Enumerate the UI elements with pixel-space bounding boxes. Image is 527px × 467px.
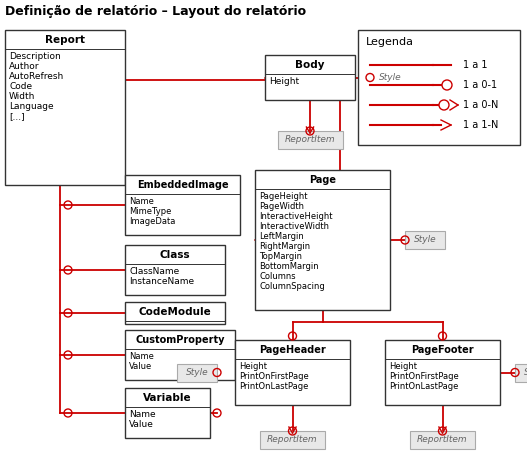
Bar [125, 330, 235, 380]
Text: PrintOnFirstPage: PrintOnFirstPage [389, 372, 458, 381]
Text: TopMargin: TopMargin [259, 252, 302, 261]
Bar [125, 388, 210, 438]
Text: Report: Report [45, 35, 85, 45]
Text: Description: Description [9, 52, 61, 61]
Text: Value: Value [129, 362, 152, 371]
Text: Code: Code [9, 82, 32, 91]
Text: Height: Height [389, 362, 417, 371]
Bar [370, 69, 410, 86]
Text: PrintOnFirstPage: PrintOnFirstPage [239, 372, 309, 381]
Bar [515, 363, 527, 382]
Text: ColumnSpacing: ColumnSpacing [259, 282, 325, 291]
Bar [255, 170, 390, 310]
Text: ReportItem: ReportItem [417, 436, 468, 445]
Text: 1 a 1-N: 1 a 1-N [463, 120, 499, 130]
Text: Class: Class [160, 250, 190, 260]
Text: PageFooter: PageFooter [411, 345, 474, 355]
Text: CodeModule: CodeModule [139, 307, 211, 317]
Text: PrintOnLastPage: PrintOnLastPage [239, 382, 308, 391]
Text: LeftMargin: LeftMargin [259, 232, 304, 241]
Text: ImageData: ImageData [129, 217, 175, 226]
Bar [260, 431, 325, 449]
Text: Name: Name [129, 197, 154, 206]
Text: PageHeight: PageHeight [259, 192, 307, 201]
Bar [405, 231, 445, 249]
Text: [...]: [...] [9, 112, 25, 121]
Text: Legenda: Legenda [366, 37, 414, 47]
Text: AutoRefresh: AutoRefresh [9, 72, 64, 81]
Bar [410, 431, 475, 449]
Text: 1 a 0-1: 1 a 0-1 [463, 80, 497, 90]
Text: ReportItem: ReportItem [267, 436, 318, 445]
Text: CustomProperty: CustomProperty [135, 335, 225, 345]
Bar [235, 340, 350, 405]
Text: PageHeader: PageHeader [259, 345, 326, 355]
Bar [125, 245, 225, 295]
Text: Page: Page [309, 175, 336, 185]
Text: ReportItem: ReportItem [285, 135, 335, 144]
Text: PrintOnLastPage: PrintOnLastPage [389, 382, 458, 391]
Text: 1 a 1: 1 a 1 [463, 60, 487, 70]
Text: Variable: Variable [143, 393, 192, 403]
Text: Style: Style [414, 235, 436, 245]
Text: Height: Height [239, 362, 267, 371]
Bar [265, 55, 355, 100]
Text: Definição de relatório – Layout do relatório: Definição de relatório – Layout do relat… [5, 6, 306, 19]
Bar [5, 30, 125, 185]
Text: Height: Height [269, 77, 299, 86]
Text: Value: Value [129, 420, 154, 429]
Text: Width: Width [9, 92, 35, 101]
Text: 1 a 0-N: 1 a 0-N [463, 100, 499, 110]
Text: InteractiveWidth: InteractiveWidth [259, 222, 329, 231]
Bar [278, 131, 343, 149]
Text: Style: Style [186, 368, 208, 377]
Text: MimeType: MimeType [129, 207, 171, 216]
Text: InteractiveHeight: InteractiveHeight [259, 212, 333, 221]
Text: Name: Name [129, 352, 154, 361]
Text: ClassName: ClassName [129, 267, 179, 276]
Text: Name: Name [129, 410, 155, 419]
Bar [125, 302, 225, 324]
Text: Style: Style [379, 73, 402, 82]
Bar [177, 363, 217, 382]
Bar [358, 30, 520, 145]
Bar [125, 175, 240, 235]
Text: Columns: Columns [259, 272, 296, 281]
Text: Language: Language [9, 102, 54, 111]
Text: EmbeddedImage: EmbeddedImage [136, 180, 228, 190]
Text: BottomMargin: BottomMargin [259, 262, 319, 271]
Text: PageWidth: PageWidth [259, 202, 304, 211]
Text: InstanceName: InstanceName [129, 277, 194, 286]
Text: Author: Author [9, 62, 40, 71]
Bar [385, 340, 500, 405]
Text: RightMargin: RightMargin [259, 242, 310, 251]
Text: Style: Style [524, 368, 527, 377]
Text: Body: Body [295, 60, 325, 70]
